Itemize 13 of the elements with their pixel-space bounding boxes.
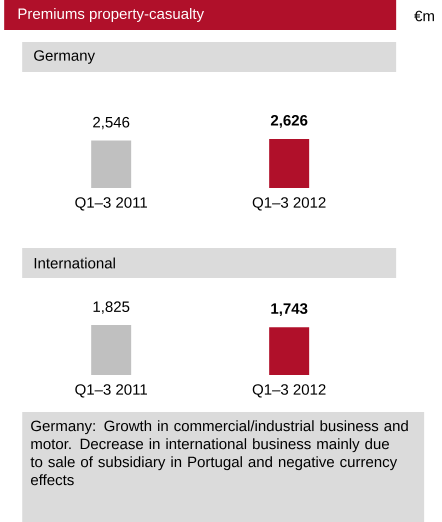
text: Germany: Growth in commercial/industrial business and motor. Decrease in international business mainly due to sale of subsidiary in Portugal and negative currency effects <box>30 420 408 486</box>
chart-title: Premiums property-casualty <box>18 8 204 22</box>
data-label: 1,743 <box>271 303 308 316</box>
data-label: 1,825 <box>93 301 130 314</box>
x-tick-label: Q1–3 2012 <box>252 384 326 398</box>
y-axis-title: €m <box>414 10 434 22</box>
x-tick-label: Q1–3 2011 <box>75 197 147 211</box>
data-label: 2,626 <box>270 115 308 128</box>
chart-subtitle: Germany <box>34 50 95 64</box>
x-tick-label: Q1–3 2012 <box>252 197 326 211</box>
x-tick-label: Q1–3 2011 <box>75 384 147 398</box>
chart-subtitle: International <box>34 257 115 268</box>
data-label: 2,546 <box>93 116 130 130</box>
